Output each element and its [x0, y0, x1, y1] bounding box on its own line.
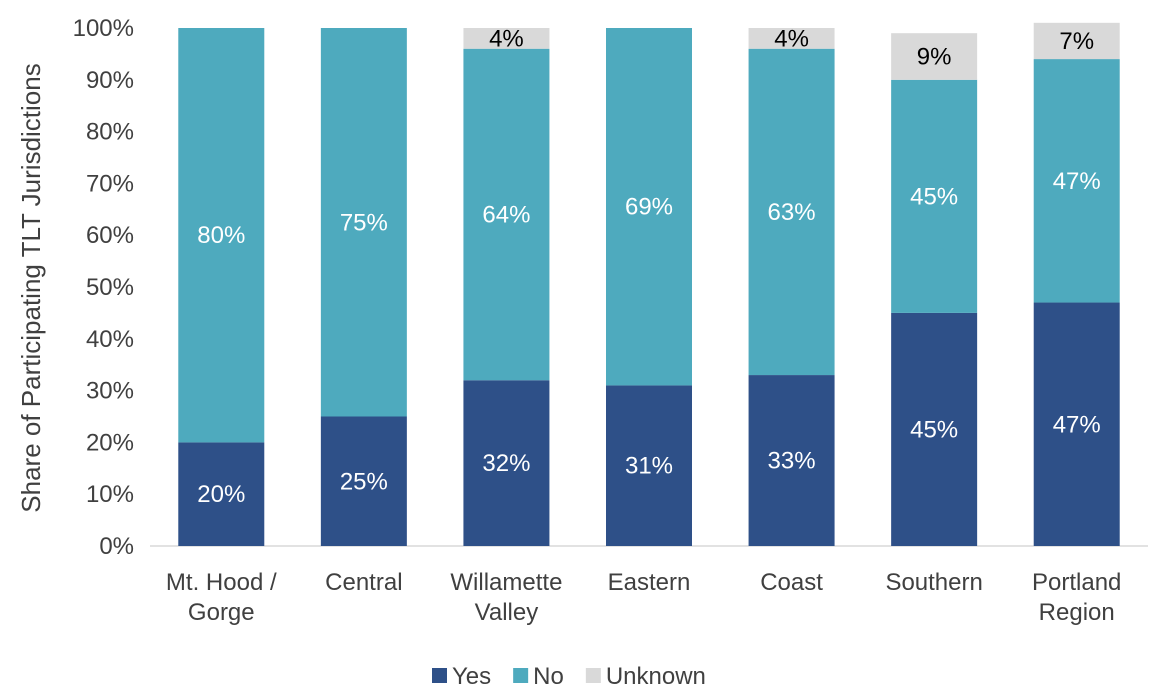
bar-segment-yes — [748, 375, 835, 546]
data-label: 69% — [625, 194, 673, 221]
x-tick-label: Southern — [885, 569, 982, 596]
bar-segment-no — [178, 28, 265, 443]
x-tick-label: Central — [325, 569, 402, 596]
bar-segment-yes — [606, 385, 692, 546]
bar-segment-yes — [178, 442, 265, 546]
bar-segment-yes — [320, 416, 407, 546]
bar-segment-no — [1033, 59, 1120, 303]
bar-segment-unknown — [891, 33, 978, 80]
category-labels: Mt. Hood / Gorge Central Willamette Valley Ea… — [166, 569, 1121, 626]
y-tick-label: 60% — [86, 222, 134, 249]
y-tick-label: 50% — [86, 274, 134, 301]
bar-segment-unknown — [1033, 22, 1120, 60]
x-tick-label: Willamette Valley — [450, 569, 562, 626]
y-tick-label: 30% — [86, 378, 134, 405]
bar-segment-unknown — [463, 28, 550, 49]
y-tick-label: 90% — [86, 67, 134, 94]
data-label: 63% — [768, 199, 816, 226]
data-label: 20% — [197, 481, 245, 508]
data-label: 32% — [482, 450, 530, 477]
y-tick-label: 100% — [73, 15, 134, 42]
legend-swatch-unknown — [585, 668, 601, 683]
legend-swatch-no — [513, 668, 529, 683]
data-label: 9% — [917, 43, 952, 70]
legend-label: No — [533, 663, 564, 690]
data-label: 31% — [625, 453, 673, 480]
y-tick-label: 40% — [86, 326, 134, 353]
bar-segment-unknown — [748, 28, 835, 49]
y-tick-label: 70% — [86, 170, 134, 197]
y-tick-label: 10% — [86, 481, 134, 508]
data-label: 25% — [340, 468, 388, 495]
y-tick-label: 0% — [99, 533, 134, 560]
x-tick-label: Mt. Hood / Gorge — [166, 569, 277, 626]
data-label: 75% — [340, 209, 388, 236]
bar-segment-no — [606, 28, 692, 386]
bars: 20% 80% 25% 75% 32% 64% 4% 31% 69% 33% 63% 4% 45% 45%… — [178, 22, 1120, 546]
data-label: 4% — [774, 25, 809, 52]
y-tick-label: 80% — [86, 119, 134, 146]
x-tick-label: Eastern — [608, 569, 691, 596]
bar-segment-yes — [1033, 302, 1120, 546]
y-axis-title: Share of Participating TLT Jurisdictions — [16, 63, 46, 512]
bar-segment-no — [748, 48, 835, 376]
data-label: 33% — [768, 448, 816, 475]
legend: Yes No Unknown — [432, 663, 706, 690]
bar-segment-no — [891, 79, 978, 313]
data-label: 80% — [197, 222, 245, 249]
x-tick-label: Coast — [760, 569, 823, 596]
legend-label: Yes — [452, 663, 491, 690]
legend-swatch-yes — [432, 668, 447, 683]
data-label: 64% — [482, 201, 530, 228]
x-tick-label: Portland Region — [1032, 569, 1121, 626]
data-label: 7% — [1059, 28, 1094, 55]
data-label: 45% — [910, 416, 958, 443]
y-tick-label: 20% — [86, 429, 134, 456]
bar-segment-yes — [891, 312, 978, 546]
bar-segment-no — [463, 48, 550, 381]
bar-segment-no — [320, 28, 407, 417]
legend-label: Unknown — [606, 663, 706, 690]
data-label: 47% — [1053, 411, 1101, 438]
data-label: 45% — [910, 183, 958, 210]
data-label: 47% — [1053, 168, 1101, 195]
bar-segment-yes — [463, 380, 550, 546]
data-label: 4% — [489, 25, 524, 52]
y-axis-ticks: 0% 10% 20% 30% 40% 50% 60% 70% 80% 90% 100% — [73, 15, 134, 560]
